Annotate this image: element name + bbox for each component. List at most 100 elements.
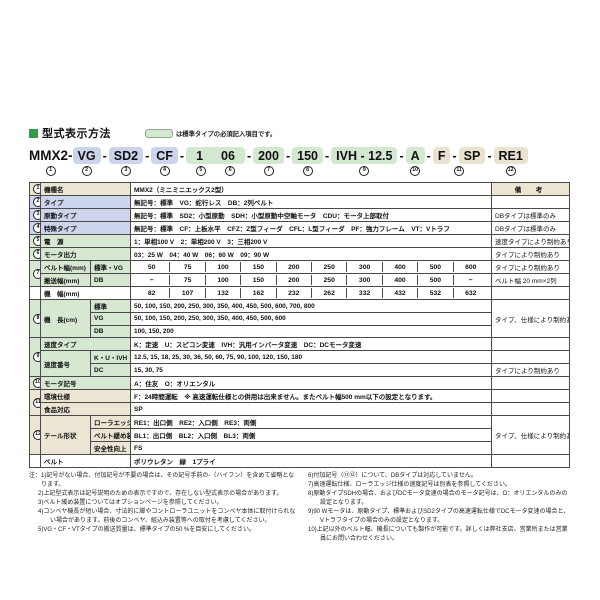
footnotes-right: 6)付加記号（⑪⑫）について、DBタイプは対応していません。 7)高速運転仕様、… bbox=[308, 472, 570, 544]
row-remark: 速度タイプにより制約あり bbox=[491, 234, 570, 248]
row-number-cell: 3 bbox=[29, 208, 41, 222]
row-remark bbox=[491, 454, 570, 468]
section-header: 型式表示方法 は標準タイプの必須記入項目です。 bbox=[29, 125, 570, 141]
code-box: CF bbox=[151, 147, 178, 164]
position-number: 12 bbox=[505, 166, 516, 176]
position-number: 1 bbox=[45, 166, 56, 176]
row-content: 15, 30, 75 bbox=[130, 363, 492, 377]
table-row: ベルト ポリウレタン 緑 1プライ bbox=[29, 454, 570, 468]
table-row: 安全性向上 FS bbox=[30, 441, 570, 455]
row-content: 100, 150, 200 bbox=[130, 324, 492, 338]
row-sublabel: 安全性向上 bbox=[90, 441, 131, 455]
row-remark bbox=[491, 350, 570, 364]
row-remark bbox=[491, 376, 570, 390]
row-sublabel: 標準 bbox=[90, 299, 131, 313]
row-content: A：住友 O：オリエンタル bbox=[130, 376, 492, 390]
row-number-cell: 2 bbox=[29, 195, 41, 209]
row-number-cell: 10 bbox=[29, 376, 41, 390]
row-label: モータ出力 bbox=[40, 247, 131, 261]
row-label: 特殊タイプ bbox=[40, 221, 131, 235]
row-remark: タイプにより制約あり bbox=[491, 363, 570, 377]
table-row: 4 特殊タイプ 無記号：標準 CF：上板水平 CFZ：Z型フィーダ CFL：L型… bbox=[29, 221, 570, 235]
footnote: 10)上記以外のベルト幅、機長についても製作が可能です。詳しくは弊社支店、営業所… bbox=[308, 527, 568, 542]
row-label: 食品対応 bbox=[40, 402, 131, 416]
table-row: 10 モータ記号 A：住友 O：オリエンタル bbox=[29, 376, 570, 390]
row-number-cell: 1 bbox=[29, 182, 41, 196]
row-content: SP bbox=[130, 402, 492, 416]
code-hyphen: - bbox=[399, 148, 404, 163]
table-row: 8 機 長(cm) 標準 50, 100, 150, 200, 250, 300… bbox=[29, 299, 570, 338]
row-label: モータ記号 bbox=[40, 376, 131, 390]
footnotes: 注：1)記号がない場合、付加記号が不要の場合は、その記号手前の-（ハイフン）を含… bbox=[29, 472, 570, 544]
row-remark bbox=[491, 389, 570, 403]
row-number-cell: 9 bbox=[29, 337, 41, 377]
row-label: 搬送幅(mm) bbox=[40, 273, 91, 287]
table-row: ベルト緩め装置 BL1：出口側 BL2：入口側 BL3：両側 bbox=[30, 428, 570, 442]
table-row: 3 原動タイプ 無記号：標準 SD2：小型原動 SDH：小型原動中空軸モータ C… bbox=[29, 208, 570, 222]
position-number: 2 bbox=[81, 166, 92, 176]
position-number: 7 bbox=[263, 166, 274, 176]
model-designation-section: 型式表示方法 は標準タイプの必須記入項目です。 MMX2- 1 VG 2 - S… bbox=[29, 125, 570, 544]
row-label: 原動タイプ bbox=[40, 208, 131, 222]
row-label: 速度番号 bbox=[40, 350, 91, 377]
position-number: 11 bbox=[454, 166, 465, 176]
row-remark: タイプ、仕様により制約あり bbox=[491, 415, 570, 455]
footnote: 6)付加記号（⑪⑫）について、DBタイプは対応していません。 bbox=[308, 473, 477, 479]
row-content: 1：単相100 V 2：単相200 V 3：三相200 V bbox=[130, 234, 492, 248]
code-segment-belt-width: 200 7 bbox=[253, 147, 284, 176]
code-segment-environment: F - SP 11 bbox=[432, 147, 486, 176]
footnote: 8)原動タイプSDHの場合、およびDCモータ変速の場合のモータ記号は、O：オリエ… bbox=[308, 491, 568, 506]
code-box: SD2 bbox=[108, 147, 144, 164]
row-content: 50 75 100 150 200 250 300 400 500 600 bbox=[130, 260, 492, 274]
code-hyphen: - bbox=[102, 148, 107, 163]
row-sublabel: K・U・IVH bbox=[90, 350, 131, 364]
code-hyphen: - bbox=[487, 148, 492, 163]
row-label: 機種名 bbox=[40, 182, 131, 196]
table-row: VG 50, 100, 150, 200, 250, 300, 350, 400… bbox=[30, 312, 570, 326]
legend-text: は標準タイプの必須記入項目です。 bbox=[176, 130, 277, 138]
row-number-cell bbox=[29, 286, 41, 300]
table-row: 2 タイプ 無記号：標準 VG：蛇行レス DB：2列ベルト bbox=[29, 195, 570, 209]
table-row: DB 100, 150, 200 bbox=[30, 324, 570, 338]
row-content: F：24時間運転 ※ 高速運転仕様との併用は出来ません。またベルト幅500 mm… bbox=[130, 389, 492, 403]
table-row: 機 幅(mm) 82 107 132 162 232 262 332 432 532 632 bbox=[29, 286, 570, 300]
code-segment-speed: IVH - 12.5 9 bbox=[331, 147, 398, 176]
row-sublabel: ベルト緩め装置 bbox=[90, 428, 131, 442]
code-segment-special: CF 4 bbox=[151, 147, 178, 176]
row-content: 50, 100, 150, 200, 250, 300, 350, 400, 4… bbox=[130, 312, 492, 326]
row-number-cell: 5 bbox=[29, 234, 41, 248]
code-box: SP bbox=[458, 147, 486, 164]
code-segment-motor: A 10 bbox=[405, 147, 425, 176]
row-sublabel: 標準・VG bbox=[90, 260, 131, 274]
code-hyphen: - bbox=[285, 148, 291, 163]
row-remark: タイプ、仕様により制約あり bbox=[491, 299, 570, 338]
row-remark bbox=[491, 337, 570, 351]
footnote: 4)コンベヤ機長が短い場合、寸法的に脚やコントローラユニットをコンベヤ本体に取付… bbox=[38, 509, 296, 524]
code-hyphen: - bbox=[325, 148, 330, 163]
table-row: 12 テール形状 ローラエッジ RE1：出口側 RE2：入口側 RE3：両側 タ… bbox=[29, 415, 570, 455]
footnote: 注：1)記号がない場合、付加記号が不要の場合は、その記号手前の-（ハイフン）を含… bbox=[29, 473, 295, 488]
code-box: RE1 bbox=[493, 147, 528, 164]
green-square-icon bbox=[29, 128, 38, 138]
code-hyphen: - bbox=[246, 148, 252, 163]
row-label: テール形状 bbox=[40, 415, 91, 455]
row-sublabel: DB bbox=[90, 273, 131, 287]
row-content: FS bbox=[130, 441, 492, 455]
row-remark: タイプにより制約あり bbox=[491, 260, 570, 274]
legend: は標準タイプの必須記入項目です。 bbox=[145, 128, 277, 138]
row-remark: DBタイプは標準のみ bbox=[491, 221, 570, 235]
row-label: ベルト幅(mm) bbox=[40, 260, 91, 274]
table-row: 7 ベルト幅(mm) 標準・VG 50 75 100 150 200 250 300 400 5… bbox=[29, 260, 570, 287]
row-number-cell: 11 bbox=[29, 389, 41, 416]
code-hyphen: - bbox=[179, 148, 185, 163]
row-label: 機 長(cm) bbox=[40, 299, 91, 338]
row-content: BL1：出口側 BL2：入口側 BL3：両側 bbox=[130, 428, 492, 442]
row-content: K：定速 U：スピコン変速 IVH：汎用インバータ変速 DC：DCモータ変速 bbox=[130, 337, 492, 351]
row-sublabel: DC bbox=[90, 363, 131, 377]
code-prefix: MMX2- bbox=[29, 148, 73, 163]
row-content: 12.5, 15, 18, 25, 30, 36, 50, 60, 75, 90… bbox=[130, 350, 492, 364]
row-remark bbox=[491, 402, 570, 416]
code-hyphen: - bbox=[426, 148, 431, 163]
row-label: 機 幅(mm) bbox=[40, 286, 131, 300]
